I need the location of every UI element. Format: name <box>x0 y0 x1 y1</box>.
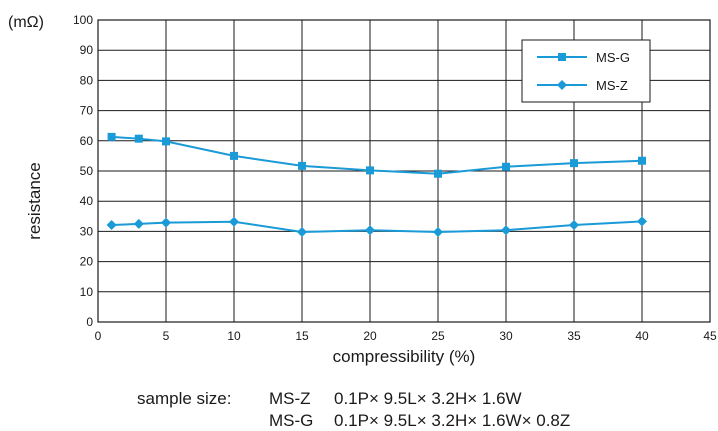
ms-g-size-spec: 0.1P× 9.5L× 3.2H× 1.6W× 0.8Z <box>334 411 571 430</box>
series-ms-g <box>107 132 646 178</box>
y-tick-label: 0 <box>86 315 93 329</box>
x-tick-label: 15 <box>295 329 309 343</box>
legend-entry-ms-z: MS-Z <box>537 78 628 93</box>
y-tick-label: 80 <box>80 73 94 87</box>
data-point-ms-z <box>106 220 117 231</box>
x-axis-title: compressibility (%) <box>333 347 476 366</box>
y-axis-title: resistance <box>25 162 44 239</box>
x-tick-labels: 0 5 10 15 20 25 30 35 40 45 <box>95 329 717 343</box>
ms-z-size-name: MS-Z <box>269 389 311 408</box>
y-tick-label: 30 <box>80 224 94 238</box>
legend-entry-ms-g: MS-G <box>537 50 630 65</box>
ms-g-size-name: MS-G <box>269 411 314 430</box>
data-point-ms-z <box>365 225 375 236</box>
legend-label-ms-g: MS-G <box>596 50 630 65</box>
x-tick-label: 35 <box>567 329 581 343</box>
data-point-ms-g <box>298 161 306 170</box>
y-tick-label: 70 <box>80 104 94 118</box>
data-point-ms-z <box>161 217 171 228</box>
y-tick-label: 50 <box>80 164 94 178</box>
y-unit-label: (mΩ) <box>8 14 44 31</box>
x-tick-label: 20 <box>363 329 377 343</box>
data-point-ms-g <box>434 169 442 178</box>
y-tick-label: 40 <box>80 194 94 208</box>
x-tick-label: 5 <box>163 329 170 343</box>
data-point-ms-g <box>162 137 170 146</box>
sample-size-label: sample size: <box>137 389 232 408</box>
legend-box <box>521 39 651 103</box>
data-point-ms-z <box>297 227 307 238</box>
y-tick-labels: 0 10 20 30 40 50 60 70 80 90 100 <box>73 13 93 329</box>
x-tick-label: 40 <box>635 329 649 343</box>
x-tick-label: 25 <box>431 329 445 343</box>
legend-label-ms-z: MS-Z <box>596 78 628 93</box>
legend-marker-ms-z <box>557 80 567 90</box>
series-layer <box>106 132 647 238</box>
x-tick-label: 30 <box>499 329 513 343</box>
data-point-ms-z <box>133 218 144 229</box>
y-tick-label: 60 <box>80 134 94 148</box>
y-tick-label: 20 <box>80 255 94 269</box>
data-point-ms-g <box>502 162 510 171</box>
data-point-ms-g <box>134 134 143 143</box>
x-tick-label: 10 <box>227 329 241 343</box>
data-point-ms-z <box>433 227 443 238</box>
data-point-ms-g <box>570 159 578 168</box>
data-point-ms-g <box>638 156 646 165</box>
y-tick-label: 10 <box>80 285 94 299</box>
data-point-ms-g <box>107 132 116 141</box>
series-ms-z <box>106 216 647 238</box>
data-point-ms-z <box>501 225 511 236</box>
x-tick-label: 0 <box>95 329 102 343</box>
data-point-ms-z <box>569 220 579 231</box>
series-line-ms-z <box>111 220 643 234</box>
legend: MS-G MS-Z <box>521 39 651 103</box>
data-point-ms-z <box>229 216 239 227</box>
plot-area-frame <box>97 19 711 323</box>
legend-marker-ms-g <box>558 53 566 61</box>
data-point-ms-z <box>637 216 647 227</box>
data-point-ms-g <box>230 151 238 160</box>
y-tick-label: 90 <box>80 43 94 57</box>
x-tick-label: 45 <box>703 329 717 343</box>
data-point-ms-g <box>366 166 374 175</box>
y-tick-label: 100 <box>73 13 93 27</box>
ms-z-size-spec: 0.1P× 9.5L× 3.2H× 1.6W <box>334 389 522 408</box>
series-line-ms-g <box>111 135 643 175</box>
